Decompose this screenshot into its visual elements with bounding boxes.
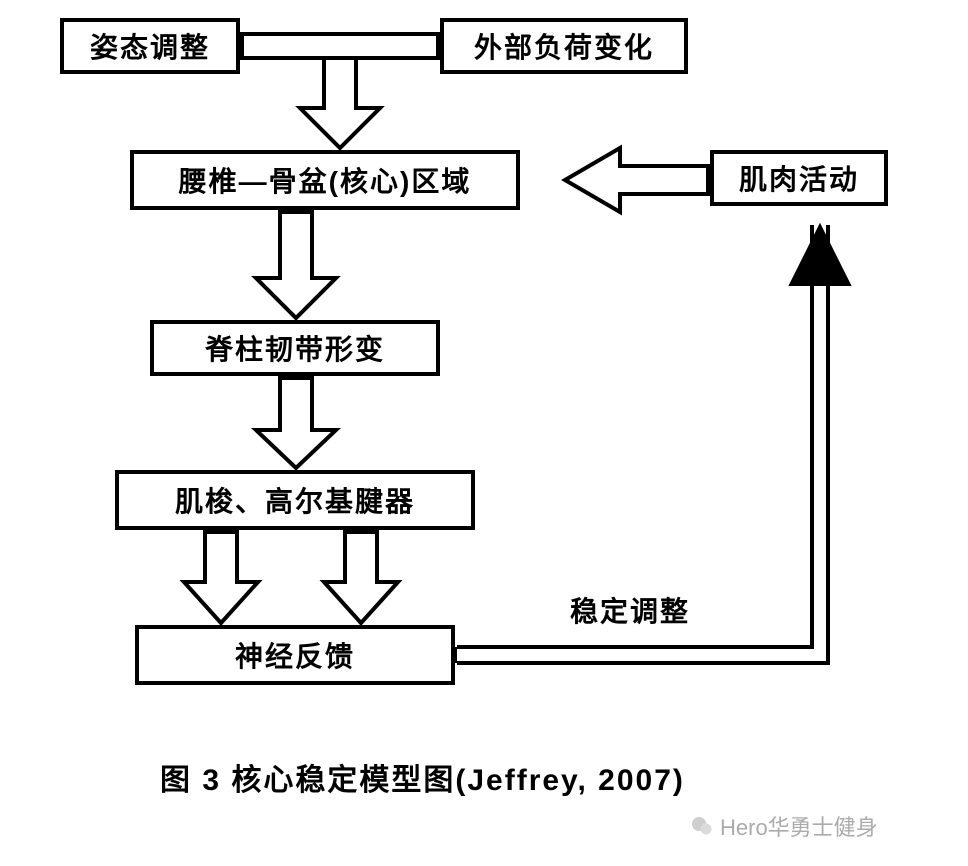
wechat-icon: [690, 814, 714, 838]
figure-caption: 图 3 核心稳定模型图(Jeffrey, 2007): [160, 755, 685, 799]
watermark-text: Hero华勇士健身: [720, 810, 878, 842]
node-posture: 姿态调整: [60, 18, 240, 74]
node-muscle: 肌肉活动: [710, 150, 888, 206]
arrow-ligament-to-spindle: [256, 378, 336, 468]
node-ligament: 脊柱韧带形变: [150, 320, 440, 376]
arrow-spindle-to-neural-right: [324, 532, 398, 623]
node-lumbar: 腰椎—骨盆(核心)区域: [130, 150, 520, 210]
arrow-top-merge-down: [242, 34, 438, 148]
diagram-arrows: [0, 0, 968, 866]
arrow-spindle-to-neural-left: [184, 532, 258, 623]
edge-label-stability: 稳定调整: [570, 590, 690, 630]
node-neural: 神经反馈: [135, 625, 455, 685]
node-external: 外部负荷变化: [440, 18, 688, 74]
arrowhead-neural-to-muscle: [790, 225, 850, 285]
arrow-lumbar-to-ligament: [256, 212, 336, 318]
node-spindle: 肌梭、高尔基腱器: [115, 470, 475, 530]
watermark: Hero华勇士健身: [690, 810, 878, 842]
arrow-muscle-to-lumbar: [570, 140, 706, 216]
